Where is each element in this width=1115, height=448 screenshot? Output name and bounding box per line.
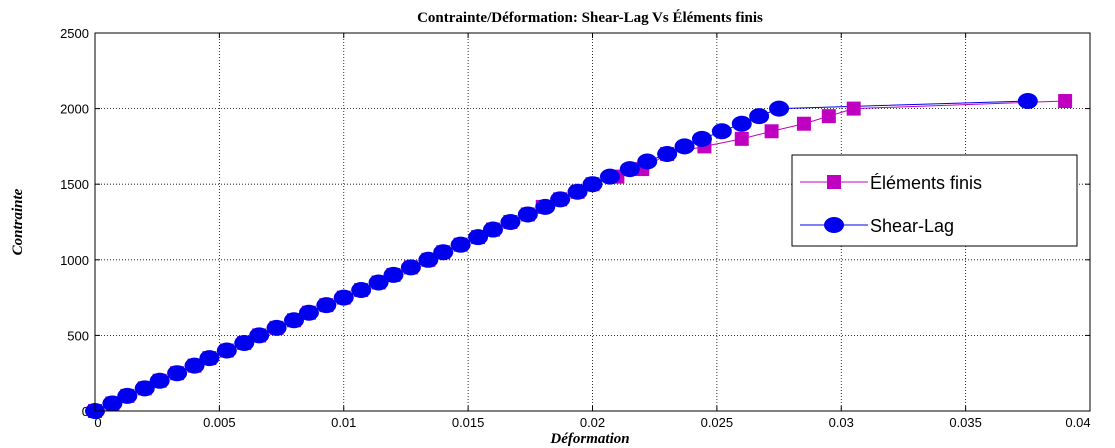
data-point-shear-lag xyxy=(691,130,712,147)
data-point-shear-lag xyxy=(483,221,503,238)
x-axis-label: Déformation xyxy=(549,431,629,447)
data-point-shear-lag xyxy=(351,282,372,299)
data-point-shear-lag xyxy=(249,327,270,344)
data-point-shear-lag xyxy=(749,108,770,125)
x-axis-ticks: 0 0.005 0.01 0.015 0.02 0.025 0.03 0.035 0.04 xyxy=(94,33,1091,430)
data-point-elements-finis xyxy=(764,124,779,139)
data-point-shear-lag xyxy=(102,395,123,412)
data-point-shear-lag xyxy=(517,206,538,223)
y-axis-label: Contrainte xyxy=(10,188,26,255)
data-point-shear-lag xyxy=(216,342,237,359)
data-point-shear-lag xyxy=(298,304,319,321)
plot-frame xyxy=(94,32,1091,412)
data-point-shear-lag xyxy=(284,312,304,329)
data-point-shear-lag xyxy=(149,372,170,389)
data-point-shear-lag xyxy=(418,251,439,268)
data-point-shear-lag xyxy=(674,138,695,155)
data-point-shear-lag xyxy=(368,274,389,291)
data-point-elements-finis xyxy=(734,131,749,146)
data-point-shear-lag xyxy=(582,176,603,193)
data-point-shear-lag xyxy=(117,387,138,404)
data-point-shear-lag xyxy=(266,319,287,336)
x-tick-label: 0.01 xyxy=(331,415,356,430)
data-point-shear-lag xyxy=(500,214,521,230)
data-point-elements-finis xyxy=(821,109,836,124)
data-point-shear-lag xyxy=(134,380,155,397)
x-tick-label: 0.02 xyxy=(580,415,605,430)
y-tick-label: 1500 xyxy=(60,177,89,192)
legend-marker-elements-finis xyxy=(827,175,841,189)
data-point-shear-lag xyxy=(619,161,640,178)
x-tick-label: 0.025 xyxy=(701,415,734,430)
y-tick-label: 1000 xyxy=(60,253,89,268)
x-tick-label: 0.015 xyxy=(452,415,485,430)
data-point-shear-lag xyxy=(433,244,454,261)
x-tick-label: 0.04 xyxy=(1065,415,1090,430)
x-tick-label: 0.005 xyxy=(203,415,236,430)
y-tick-label: 500 xyxy=(67,328,89,343)
data-point-elements-finis xyxy=(846,101,861,116)
data-point-elements-finis xyxy=(1058,94,1073,109)
data-point-shear-lag xyxy=(731,115,752,132)
y-tick-label: 2500 xyxy=(60,26,89,41)
data-point-shear-lag xyxy=(468,229,489,246)
data-point-shear-lag xyxy=(599,168,620,185)
data-point-elements-finis xyxy=(796,116,811,131)
series-group xyxy=(85,93,1073,419)
data-point-shear-lag xyxy=(567,183,588,200)
legend: Éléments finis Shear-Lag xyxy=(791,154,1078,247)
chart-title: Contrainte/Déformation: Shear-Lag Vs Élé… xyxy=(417,9,763,26)
x-tick-label: 0.03 xyxy=(829,415,854,430)
data-point-shear-lag xyxy=(657,145,678,162)
data-point-shear-lag xyxy=(711,123,732,140)
data-point-shear-lag xyxy=(637,153,658,170)
data-point-shear-lag xyxy=(383,266,404,283)
data-point-shear-lag xyxy=(450,236,471,253)
data-point-shear-lag xyxy=(333,289,354,306)
x-tick-label: 0.035 xyxy=(949,415,982,430)
legend-label-elements-finis: Éléments finis xyxy=(870,173,982,193)
x-tick-label: 0 xyxy=(94,415,101,430)
data-point-shear-lag xyxy=(400,259,421,276)
data-point-shear-lag xyxy=(234,334,255,351)
data-point-shear-lag xyxy=(769,100,790,117)
legend-label-shear-lag: Shear-Lag xyxy=(870,216,954,236)
y-tick-label: 2000 xyxy=(60,102,89,117)
data-point-shear-lag xyxy=(199,350,220,367)
data-point-shear-lag xyxy=(167,365,188,382)
data-point-shear-lag xyxy=(184,357,205,374)
legend-marker-shear-lag xyxy=(824,217,844,233)
data-point-shear-lag xyxy=(316,297,337,314)
data-point-shear-lag xyxy=(1017,93,1038,110)
data-point-shear-lag xyxy=(550,191,571,208)
data-point-shear-lag xyxy=(535,198,556,215)
